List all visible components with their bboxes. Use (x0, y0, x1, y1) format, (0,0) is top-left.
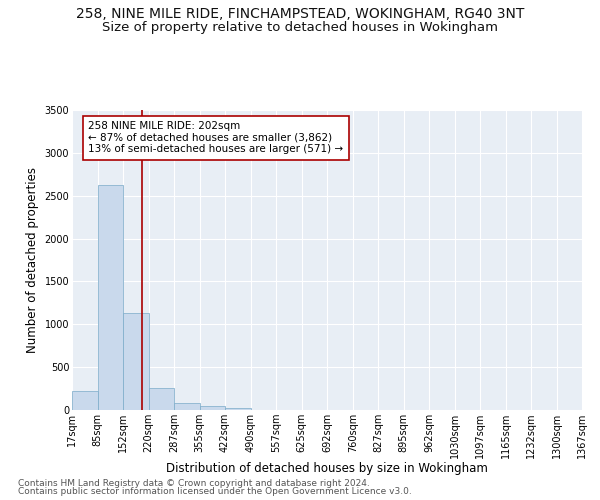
Text: Contains public sector information licensed under the Open Government Licence v3: Contains public sector information licen… (18, 487, 412, 496)
Bar (200, 406, 226, 410)
Bar (98, 184, 124, 410)
Text: Contains HM Land Registry data © Crown copyright and database right 2024.: Contains HM Land Registry data © Crown c… (18, 478, 370, 488)
Bar (149, 388, 175, 410)
Bar (72, 391, 98, 410)
Text: Distribution of detached houses by size in Wokingham: Distribution of detached houses by size … (166, 462, 488, 475)
Y-axis label: Number of detached properties: Number of detached properties (26, 167, 39, 353)
Bar (123, 313, 149, 410)
Bar (174, 402, 200, 410)
Text: Size of property relative to detached houses in Wokingham: Size of property relative to detached ho… (102, 21, 498, 34)
Text: 258, NINE MILE RIDE, FINCHAMPSTEAD, WOKINGHAM, RG40 3NT: 258, NINE MILE RIDE, FINCHAMPSTEAD, WOKI… (76, 8, 524, 22)
Bar (225, 408, 251, 410)
Text: 258 NINE MILE RIDE: 202sqm
← 87% of detached houses are smaller (3,862)
13% of s: 258 NINE MILE RIDE: 202sqm ← 87% of deta… (88, 121, 343, 154)
